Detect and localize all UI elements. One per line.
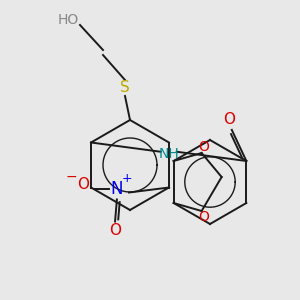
Text: O: O xyxy=(109,223,121,238)
Text: NH: NH xyxy=(158,147,179,161)
Text: +: + xyxy=(122,172,132,185)
Text: O: O xyxy=(198,140,209,154)
Text: S: S xyxy=(120,80,130,95)
Text: O: O xyxy=(77,177,89,192)
Text: HO: HO xyxy=(57,13,79,27)
Text: O: O xyxy=(198,210,209,224)
Text: −: − xyxy=(65,169,77,184)
Text: O: O xyxy=(224,112,236,128)
Text: N: N xyxy=(111,179,123,197)
